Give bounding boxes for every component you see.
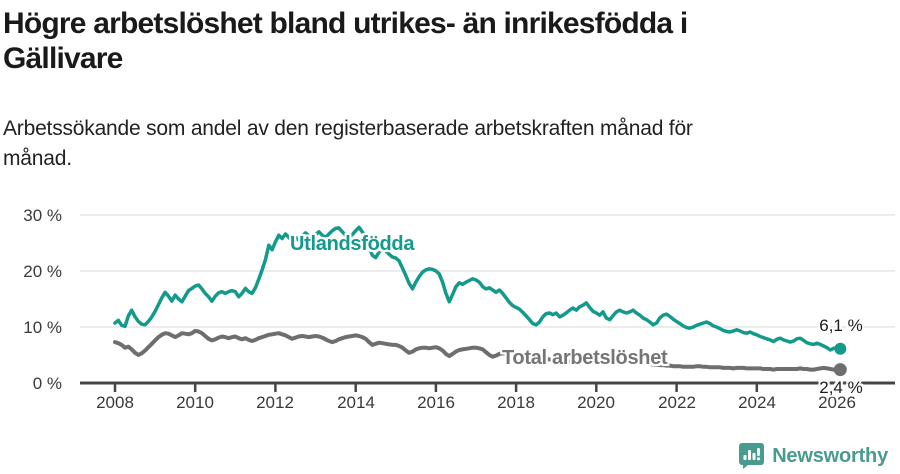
newsworthy-icon: [739, 443, 765, 469]
end-value-label-total: 2,4 %: [819, 378, 863, 397]
x-tick-label-2014: 2014: [337, 393, 375, 412]
page-title: Högre arbetslöshet bland utrikes- än inr…: [3, 6, 883, 76]
x-tick-label-2010: 2010: [176, 393, 214, 412]
y-tick-label-30: 30 %: [23, 206, 62, 225]
x-tick-label-2018: 2018: [497, 393, 535, 412]
y-tick-label-20: 20 %: [23, 262, 62, 281]
x-tick-label-2008: 2008: [96, 393, 134, 412]
title-line-2: Gällivare: [3, 42, 123, 75]
x-tick-label-2026: 2026: [818, 393, 856, 412]
x-tick-label-2024: 2024: [738, 393, 776, 412]
x-tick-label-2022: 2022: [658, 393, 696, 412]
chart-subtitle: Arbetssökande som andel av den registerb…: [3, 114, 823, 174]
series-line-utlandsfodda: [113, 225, 843, 352]
x-tick-label-2012: 2012: [256, 393, 294, 412]
subtitle-line-1: Arbetssökande som andel av den registerb…: [3, 117, 693, 140]
series-line-total: [113, 328, 843, 372]
series-end-dot-utlandsfodda: [834, 342, 847, 355]
end-value-label-utlandsfodda: 6,1 %: [819, 316, 863, 335]
y-tick-label-10: 10 %: [23, 318, 62, 337]
x-tick-label-2016: 2016: [417, 393, 455, 412]
series-label-utlandsfodda: Utlandsfödda: [290, 233, 415, 255]
subtitle-line-2: månad.: [3, 147, 72, 170]
newsworthy-wordmark: Newsworthy: [772, 444, 888, 467]
x-axis-ticks: [113, 384, 839, 392]
newsworthy-logo[interactable]: Newsworthy: [738, 442, 888, 470]
title-line-1: Högre arbetslöshet bland utrikes- än inr…: [3, 7, 688, 40]
series-label-total-arbetsloshet: Total arbetslöshet: [502, 347, 668, 369]
y-tick-label-0: 0 %: [32, 374, 62, 393]
x-tick-label-2020: 2020: [577, 393, 615, 412]
series-end-dot-total: [833, 363, 847, 377]
